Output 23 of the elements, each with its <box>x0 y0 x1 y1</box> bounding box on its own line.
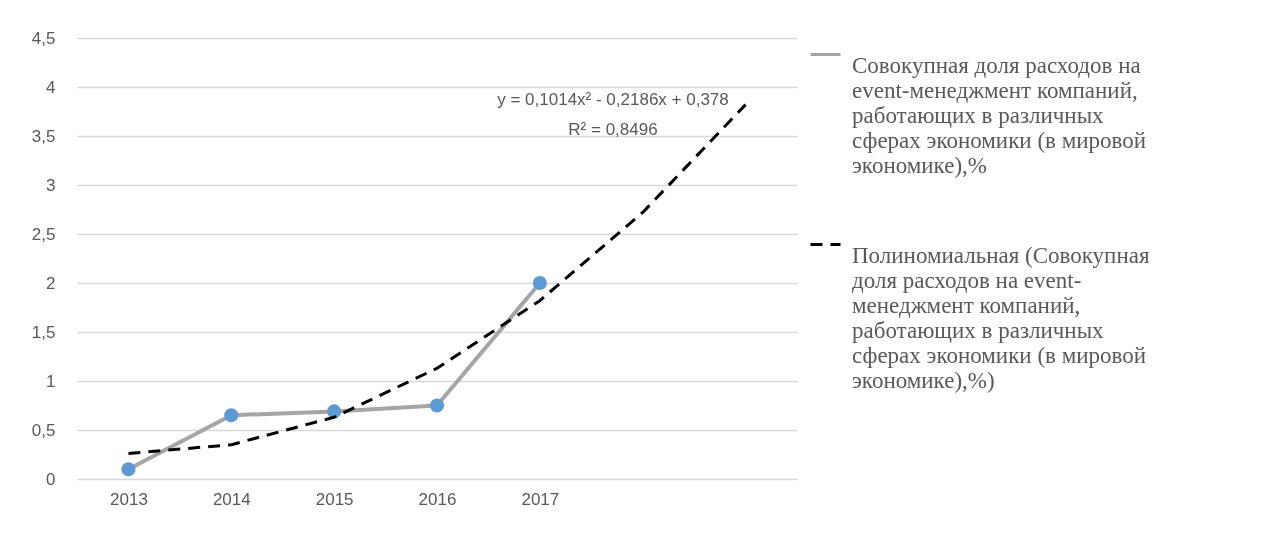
y-tick-label: 1,5 <box>31 322 56 342</box>
x-tick-label: 2017 <box>521 489 560 509</box>
point <box>121 462 136 477</box>
legend-label: Полиномиальная (Совокупная доля расходов на event-менеджмент компаний, работающих в различных сферах экономики (в мировой экономике),%) <box>852 242 1150 393</box>
y-tick-label: 4,5 <box>31 28 56 48</box>
point <box>429 398 445 413</box>
y-tick-label: 3 <box>46 175 56 195</box>
legend-label: Совокупная доля расходов на event-менеджмент компаний, работающих в различных сферах экономики (в мировой экономике),% <box>852 52 1147 178</box>
y-tick-label: 3,5 <box>31 126 56 146</box>
point <box>532 275 547 291</box>
y-tick-label: 0 <box>46 469 56 489</box>
x-tick-label: 2015 <box>315 489 354 509</box>
annotation: y = 0,1014x² - 0,2186x + 0,378 <box>497 90 729 109</box>
y-tick-label: 4 <box>46 77 56 97</box>
y-tick-label: 1 <box>46 371 56 391</box>
x-tick-label: 2014 <box>212 489 251 509</box>
y-tick-label: 2 <box>46 273 56 293</box>
x-tick-label: 2016 <box>418 489 457 509</box>
x-tick-label: 2013 <box>110 489 148 509</box>
y-tick-label: 2,5 <box>31 224 56 244</box>
y-tick-label: 0,5 <box>31 420 56 440</box>
annotation: R² = 0,8496 <box>568 120 658 139</box>
point <box>224 408 239 423</box>
